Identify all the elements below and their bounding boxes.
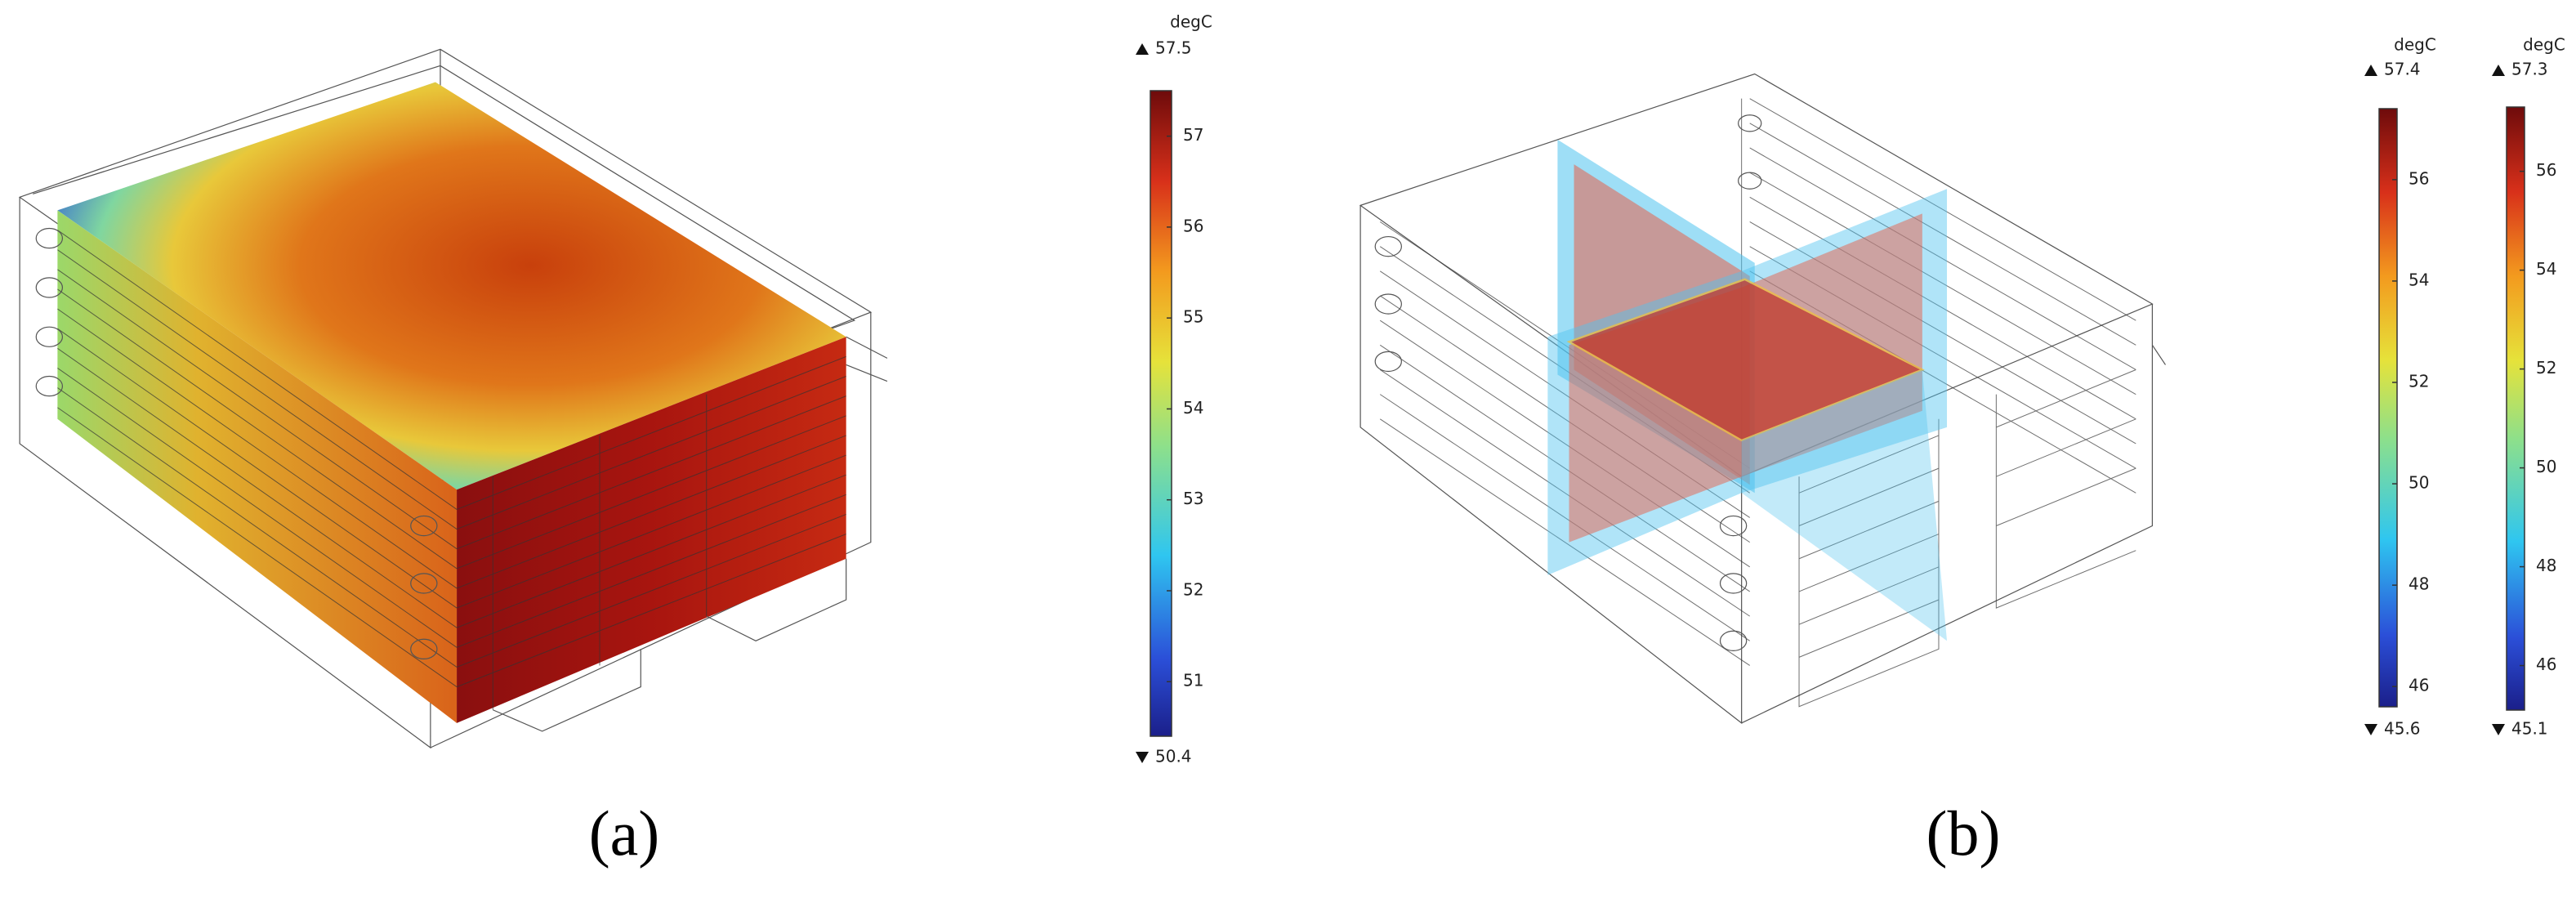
colorbar: degC 57.3 45.1 46 48 50 52 54 56 [2492,35,2565,739]
colorbar-max: 57.4 [2384,60,2421,79]
battery-model-a [18,48,888,749]
colorbar-tick-label: 52 [1183,579,1203,599]
colorbar-tick-label: 52 [2409,371,2429,391]
colorbar-tick-label: 50 [2536,457,2556,476]
max-marker [2364,65,2377,76]
colorbar-tick-label: 51 [1183,671,1203,690]
colorbar-tick-label: 57 [1183,125,1203,145]
colorbar-gradient [2378,108,2398,708]
colorbar-tick-label: 50 [2409,473,2429,493]
colorbar-unit: degC [2523,35,2565,55]
min-marker [2492,724,2505,735]
colorbar-tick-label: 48 [2409,574,2429,594]
colorbar-min: 50.4 [1155,747,1192,766]
colorbar-gradient [2506,106,2525,711]
colorbar-tick-label: 46 [2409,676,2429,695]
colorbar: degC 57.5 50.4 51 52 53 54 55 56 57 [1136,12,1212,766]
colorbar-gradient [1150,90,1172,737]
colorbar-tick-label: 55 [1183,307,1203,327]
colorbar: degC 57.4 45.6 46 48 50 52 54 56 [2364,35,2436,739]
colorbar-tick-label: 54 [2409,270,2429,289]
max-marker [1136,43,1149,55]
panel-label: (b) [1926,798,2001,869]
colorbar-tick-label: 54 [2536,259,2556,279]
panel-label: (a) [589,798,660,869]
colorbar-unit: degC [1170,12,1212,32]
colorbar-tick-label: 52 [2536,358,2556,378]
colorbar-tick-label: 54 [1183,398,1203,418]
min-marker [1136,752,1149,763]
colorbar-tick-label: 48 [2536,556,2556,575]
colorbar-tick-label: 56 [2536,160,2556,180]
colorbar-tick-label: 56 [1183,216,1203,235]
max-marker [2492,65,2505,76]
colorbar-max: 57.3 [2511,60,2548,79]
colorbar-tick-label: 53 [1183,489,1203,508]
colorbar-min: 45.6 [2384,719,2421,739]
colorbar-min: 45.1 [2511,719,2548,739]
min-marker [2364,724,2377,735]
colorbar-tick-label: 56 [2409,168,2429,188]
battery-model-b [1359,73,2166,725]
colorbar-max: 57.5 [1155,38,1192,58]
colorbar-tick-label: 46 [2536,655,2556,674]
colorbar-unit: degC [2394,35,2436,55]
